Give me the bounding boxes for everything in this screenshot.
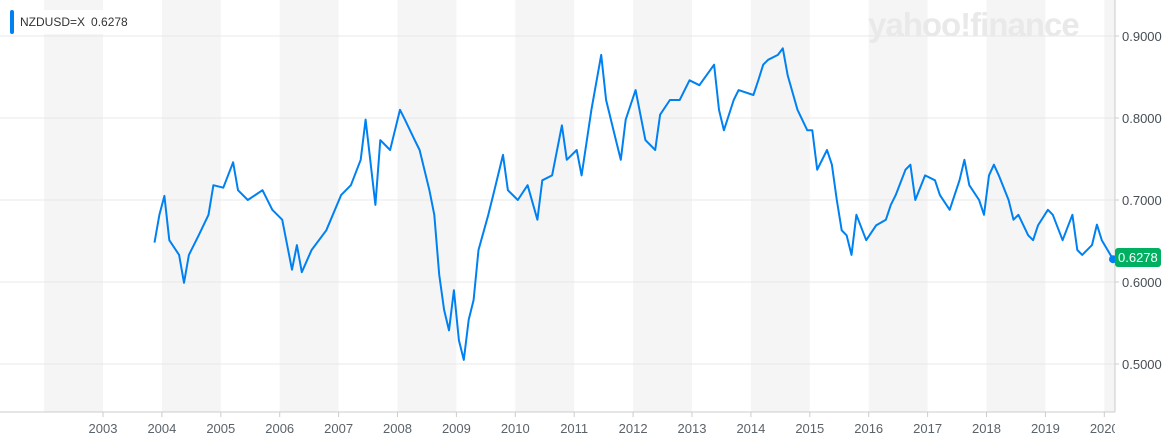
year-band [1104, 0, 1115, 412]
y-tick-label: 0.6000 [1122, 275, 1162, 290]
year-band [515, 0, 575, 412]
x-tick-label: 2004 [147, 421, 176, 436]
x-tick-label: 2020 [1090, 421, 1119, 436]
x-tick-label: 2014 [736, 421, 765, 436]
gridlines [0, 35, 1119, 365]
x-tick-label: 2010 [501, 421, 530, 436]
x-tick-label: 2012 [619, 421, 648, 436]
y-axis-labels: 0.5000 0.6000 0.7000 0.8000 0.9000 [1122, 29, 1162, 372]
year-band [161, 0, 221, 412]
y-tick-label: 0.9000 [1122, 29, 1162, 44]
series-color-swatch [10, 10, 14, 34]
x-tick-label: 2008 [383, 421, 412, 436]
year-band [750, 0, 810, 412]
year-band [868, 0, 928, 412]
axes [0, 0, 1116, 413]
x-tick-label: 2006 [265, 421, 294, 436]
x-tick-label: 2011 [560, 421, 588, 436]
x-tick-label: 2009 [442, 421, 471, 436]
year-band [986, 0, 1046, 412]
series-line-nzdusd [153, 47, 1114, 361]
year-band [279, 0, 339, 412]
x-axis-labels: 2001200320042005200620072008200920102011… [89, 412, 1119, 436]
legend[interactable]: NZDUSD=X 0.6278 [10, 10, 134, 34]
year-bands [44, 0, 1115, 412]
x-tick-label: 2003 [89, 421, 118, 436]
x-tick-label: 2018 [972, 421, 1001, 436]
x-tick-label: 2007 [324, 421, 353, 436]
last-price-badge: 0.6278 [1115, 248, 1161, 267]
y-tick-label: 0.7000 [1122, 193, 1162, 208]
year-band [397, 0, 457, 412]
y-tick-label: 0.5000 [1122, 357, 1162, 372]
x-tick-label: 2013 [678, 421, 707, 436]
y-tick-label: 0.8000 [1122, 111, 1162, 126]
x-tick-label: 2019 [1031, 421, 1060, 436]
year-band [44, 0, 103, 412]
legend-symbol: NZDUSD=X [20, 15, 86, 29]
yahoo-finance-watermark: yahoo!finance [868, 6, 1080, 43]
legend-value: 0.6278 [91, 15, 128, 29]
x-tick-label: 2005 [206, 421, 235, 436]
x-tick-label: 2016 [854, 421, 883, 436]
x-tick-label: 2017 [913, 421, 942, 436]
year-band [633, 0, 692, 412]
x-tick-label: 2015 [795, 421, 824, 436]
